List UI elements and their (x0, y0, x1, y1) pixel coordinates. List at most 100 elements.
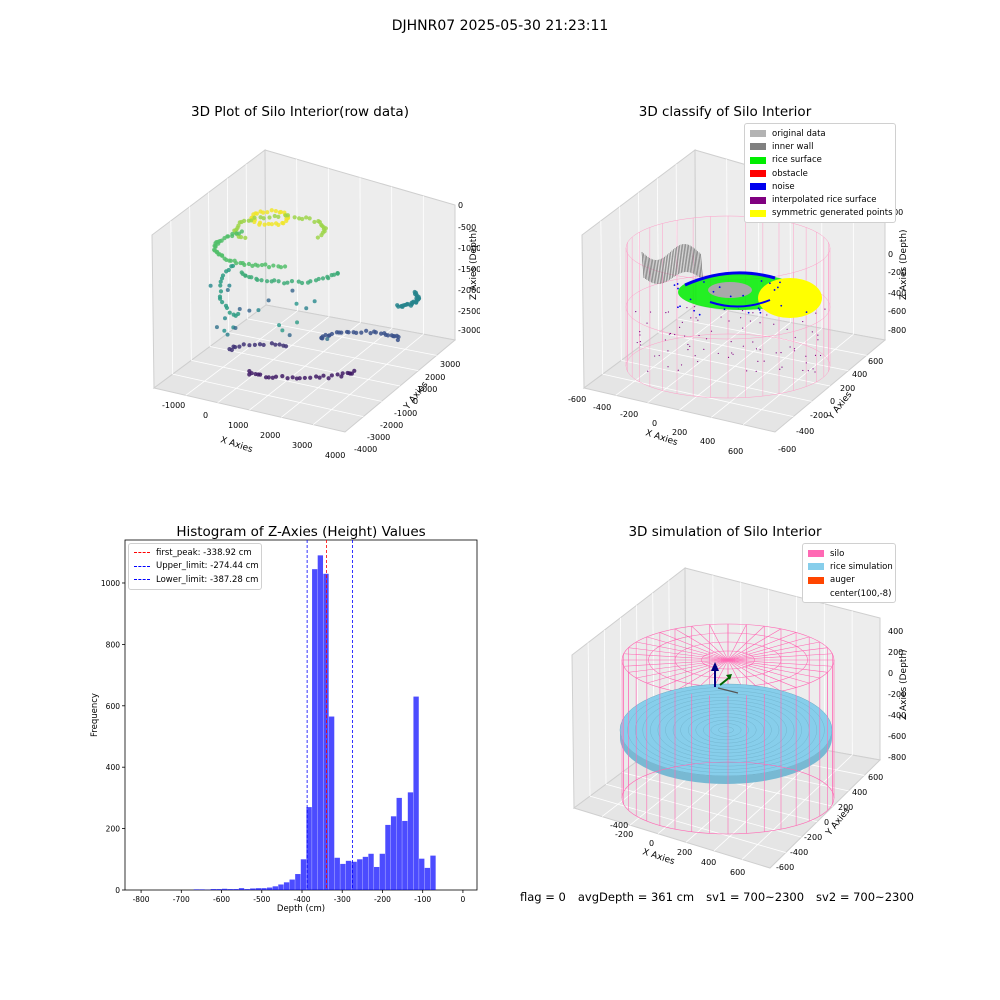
histogram-bar (238, 888, 245, 890)
histogram-bar (334, 857, 340, 890)
histogram-bar (227, 889, 233, 890)
cls-xtick: 200 (672, 428, 687, 437)
histogram-bar (362, 856, 369, 890)
histogram-bar (407, 792, 414, 890)
histogram-bar (306, 807, 312, 890)
histogram-axes-frame (124, 539, 478, 891)
cls-ytick: 400 (852, 370, 867, 379)
histogram-legend-line (134, 565, 150, 567)
classify-legend-label: rice surface (772, 155, 822, 166)
histogram-xtick-label: -600 (213, 895, 230, 904)
histogram-bar (255, 888, 262, 890)
cls-xtick: -400 (593, 403, 611, 412)
histogram-bar (317, 555, 324, 890)
simulation-legend-item: auger (803, 574, 895, 587)
classify-legend-item: noise (745, 180, 895, 193)
cls-xtick: -200 (620, 410, 638, 419)
histogram-bar (199, 889, 205, 890)
classify-legend-swatch (750, 130, 766, 138)
histogram-ytick-label: 200 (106, 825, 121, 834)
histogram-legend: first_peak: -338.92 cm Upper_limit: -274.… (128, 543, 262, 590)
sim-ztick: -600 (888, 732, 906, 741)
cls-ytick: -600 (778, 445, 796, 454)
simulation-rice-surface (619, 683, 833, 784)
histogram-bar (233, 889, 239, 890)
cls-ztick: -200 (888, 268, 906, 277)
histogram-bar (300, 859, 307, 890)
classify-3d-plot: -600 -400 -200 0 200 400 600 600 400 200… (568, 149, 909, 456)
histogram-bar (430, 855, 436, 890)
sim-xtick: 400 (701, 858, 716, 867)
raw-ztick: -2500 (458, 307, 480, 316)
classify-legend-item: symmetric generated points (745, 207, 895, 220)
histogram-legend-label: first_peak: -338.92 cm (156, 547, 252, 558)
sv2-text: sv2 = 700~2300 (816, 890, 914, 904)
raw-ztick: -1000 (458, 244, 480, 253)
cls-xtick: 0 (652, 419, 657, 428)
histogram-chart: -800 -700 -600 -500 -400 -300 -200 -100 0 0 200 400… (90, 539, 478, 914)
histogram-xtick-label: -100 (414, 895, 431, 904)
histogram-bar (390, 816, 397, 890)
classify-legend-label: obstacle (772, 168, 808, 179)
histogram-bar (340, 863, 346, 890)
simulation-legend-item: center(100,-8) (803, 587, 895, 600)
classify-legend-item: original data (745, 127, 895, 140)
classify-legend-item: rice surface (745, 154, 895, 167)
sim-ytick: -200 (804, 833, 822, 842)
histogram-ylabel: Frequency (90, 693, 100, 737)
sim-ztick: 400 (888, 627, 903, 636)
histogram-bar (328, 716, 335, 890)
status-footer: flag = 0 avgDepth = 361 cm sv1 = 700~2300 s… (520, 890, 926, 904)
sim-xlabel: X Axies (641, 847, 676, 867)
simulation-legend-swatch (808, 550, 824, 558)
histogram-bar (289, 879, 295, 890)
simulation-legend-label: rice simulation (830, 561, 893, 572)
sv1-text: sv1 = 700~2300 (706, 890, 805, 904)
histogram-ytick-label: 1000 (101, 579, 120, 588)
simulation-legend-swatch (808, 563, 824, 571)
histogram-bar (250, 888, 256, 890)
histogram-bar (267, 887, 273, 890)
simulation-legend-label: center(100,-8) (830, 588, 892, 599)
sim-ytick: 200 (838, 803, 853, 812)
avg-depth-text: avgDepth = 361 cm (577, 890, 695, 904)
histogram-bar (283, 882, 290, 890)
sim-xtick: 0 (649, 839, 654, 848)
histogram-xtick-label: -800 (133, 895, 150, 904)
histogram-bar (312, 569, 318, 890)
raw-ytick: -4000 (354, 445, 377, 454)
classify-points (635, 243, 826, 373)
flag-text: flag = 0 (520, 890, 566, 904)
raw-ytick: 2000 (425, 373, 445, 382)
classify-legend-swatch (750, 183, 766, 191)
cls-xtick: 600 (728, 447, 743, 456)
raw-xtick: 0 (203, 411, 208, 420)
histogram-bar (244, 889, 250, 890)
histogram-bars (193, 555, 436, 890)
raw-xtick: 3000 (292, 441, 312, 450)
histogram-bar (221, 888, 228, 890)
raw-zlabel: Z Axies (Depth) (469, 229, 479, 300)
sim-xtick: -200 (615, 830, 633, 839)
histogram-bar (272, 886, 278, 890)
histogram-bar (385, 824, 391, 890)
cls-ytick: -200 (810, 411, 828, 420)
histogram-legend-item: Lower_limit: -387.28 cm (129, 573, 261, 587)
histogram-bar (193, 889, 200, 890)
histogram-ytick-label: 800 (106, 640, 121, 649)
raw-ztick: 0 (458, 201, 463, 210)
raw-xtick: -1000 (162, 401, 185, 410)
cls-ztick: -800 (888, 326, 906, 335)
histogram-title: Histogram of Z-Axies (Height) Values (176, 524, 426, 540)
histogram-legend-line (134, 579, 150, 581)
raw-ztick: -1500 (458, 265, 480, 274)
classify-legend-swatch (750, 196, 766, 204)
histogram-legend-item: Upper_limit: -274.44 cm (129, 560, 261, 574)
simulation-3d-plot: -400 -200 0 200 400 600 600 400 200 0 -2… (571, 566, 909, 877)
histogram-legend-label: Lower_limit: -387.28 cm (156, 574, 259, 585)
sim-zlabel: Z Axies (Depth) (899, 649, 909, 720)
sim-xtick: 200 (677, 848, 692, 857)
histogram-bar (424, 867, 431, 890)
cls-ytick: 600 (868, 357, 883, 366)
cls-ylabel: Y Axies (826, 390, 855, 423)
